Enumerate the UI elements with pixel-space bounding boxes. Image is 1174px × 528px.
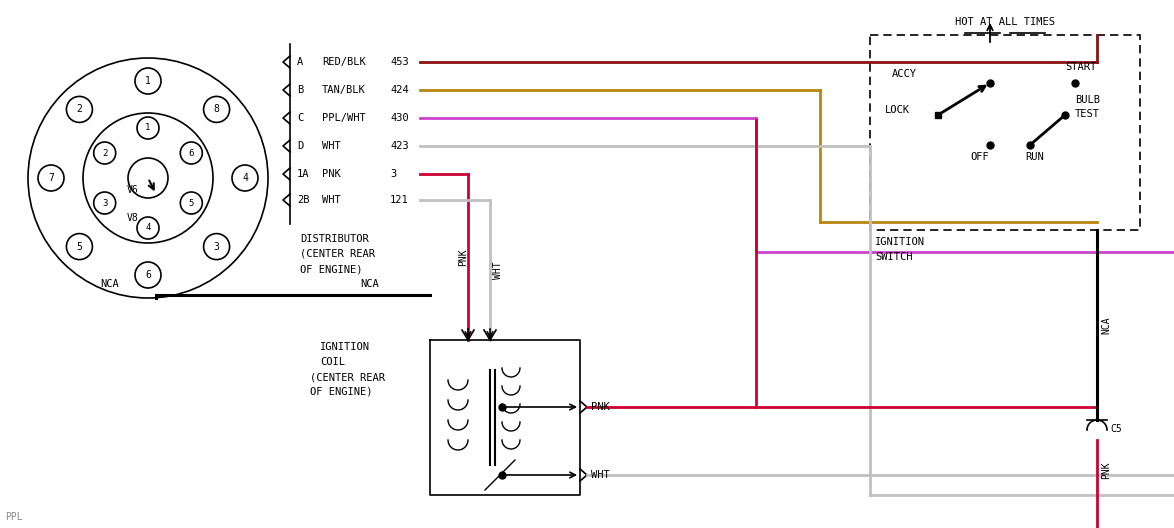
Text: BULB: BULB [1075, 95, 1100, 105]
Text: C: C [297, 113, 303, 123]
Text: TAN/BLK: TAN/BLK [322, 85, 366, 95]
Circle shape [135, 262, 161, 288]
Text: 6: 6 [146, 270, 151, 280]
Text: IGNITION: IGNITION [321, 342, 370, 352]
Text: 5: 5 [76, 242, 82, 251]
Text: 6: 6 [189, 148, 194, 157]
Text: 1A: 1A [297, 169, 310, 179]
Text: 4: 4 [242, 173, 248, 183]
Circle shape [203, 97, 230, 122]
Text: 2: 2 [102, 148, 107, 157]
Text: PNK: PNK [591, 402, 609, 412]
Text: NCA: NCA [1101, 316, 1111, 334]
Text: WHT: WHT [322, 195, 340, 205]
Text: NCA: NCA [360, 279, 379, 289]
Text: 5: 5 [189, 199, 194, 208]
Text: OF ENGINE): OF ENGINE) [310, 387, 372, 397]
Text: 430: 430 [390, 113, 409, 123]
Text: 2: 2 [76, 105, 82, 115]
Text: 3: 3 [214, 242, 220, 251]
Text: 1: 1 [146, 124, 150, 133]
Text: WHT: WHT [591, 470, 609, 480]
Circle shape [38, 165, 65, 191]
Text: OFF: OFF [970, 152, 989, 162]
Text: COIL: COIL [321, 357, 345, 367]
Circle shape [203, 233, 230, 260]
Text: PPL/WHT: PPL/WHT [322, 113, 366, 123]
Text: B: B [297, 85, 303, 95]
Text: 7: 7 [48, 173, 54, 183]
Text: V6: V6 [127, 185, 139, 195]
Text: HOT AT ALL TIMES: HOT AT ALL TIMES [954, 17, 1055, 27]
Text: RED/BLK: RED/BLK [322, 57, 366, 67]
Text: START: START [1065, 62, 1097, 72]
Text: (CENTER REAR: (CENTER REAR [301, 249, 375, 259]
Text: 3: 3 [102, 199, 107, 208]
Text: 121: 121 [390, 195, 409, 205]
Text: 1: 1 [146, 76, 151, 86]
Circle shape [135, 68, 161, 94]
Text: LOCK: LOCK [885, 105, 910, 115]
Bar [870, 35, 1140, 230]
Circle shape [137, 217, 158, 239]
Text: WHT: WHT [493, 261, 502, 279]
Circle shape [181, 192, 202, 214]
Text: DISTRIBUTOR: DISTRIBUTOR [301, 234, 369, 244]
Circle shape [232, 165, 258, 191]
Text: D: D [297, 141, 303, 151]
Text: ACCY: ACCY [892, 69, 917, 79]
Text: IGNITION: IGNITION [875, 237, 925, 247]
Text: (CENTER REAR: (CENTER REAR [310, 372, 385, 382]
Text: WHT: WHT [322, 141, 340, 151]
Text: 423: 423 [390, 141, 409, 151]
Text: PNK: PNK [1101, 461, 1111, 479]
Text: A: A [297, 57, 303, 67]
Text: PNK: PNK [322, 169, 340, 179]
Text: 424: 424 [390, 85, 409, 95]
Circle shape [94, 142, 116, 164]
Text: 3: 3 [390, 169, 397, 179]
Text: TEST: TEST [1075, 109, 1100, 119]
Circle shape [94, 192, 116, 214]
Text: NCA: NCA [100, 279, 119, 289]
Circle shape [181, 142, 202, 164]
Text: RUN: RUN [1025, 152, 1044, 162]
Text: 453: 453 [390, 57, 409, 67]
Text: 8: 8 [214, 105, 220, 115]
Circle shape [137, 117, 158, 139]
Text: 4: 4 [146, 223, 150, 232]
Text: 2B: 2B [297, 195, 310, 205]
Circle shape [67, 97, 93, 122]
Text: OF ENGINE): OF ENGINE) [301, 264, 363, 274]
Text: PPL: PPL [5, 512, 22, 522]
Text: PNK: PNK [458, 248, 468, 266]
Circle shape [67, 233, 93, 260]
Text: SWITCH: SWITCH [875, 252, 912, 262]
Text: C5: C5 [1109, 424, 1121, 434]
Text: V8: V8 [127, 213, 139, 223]
